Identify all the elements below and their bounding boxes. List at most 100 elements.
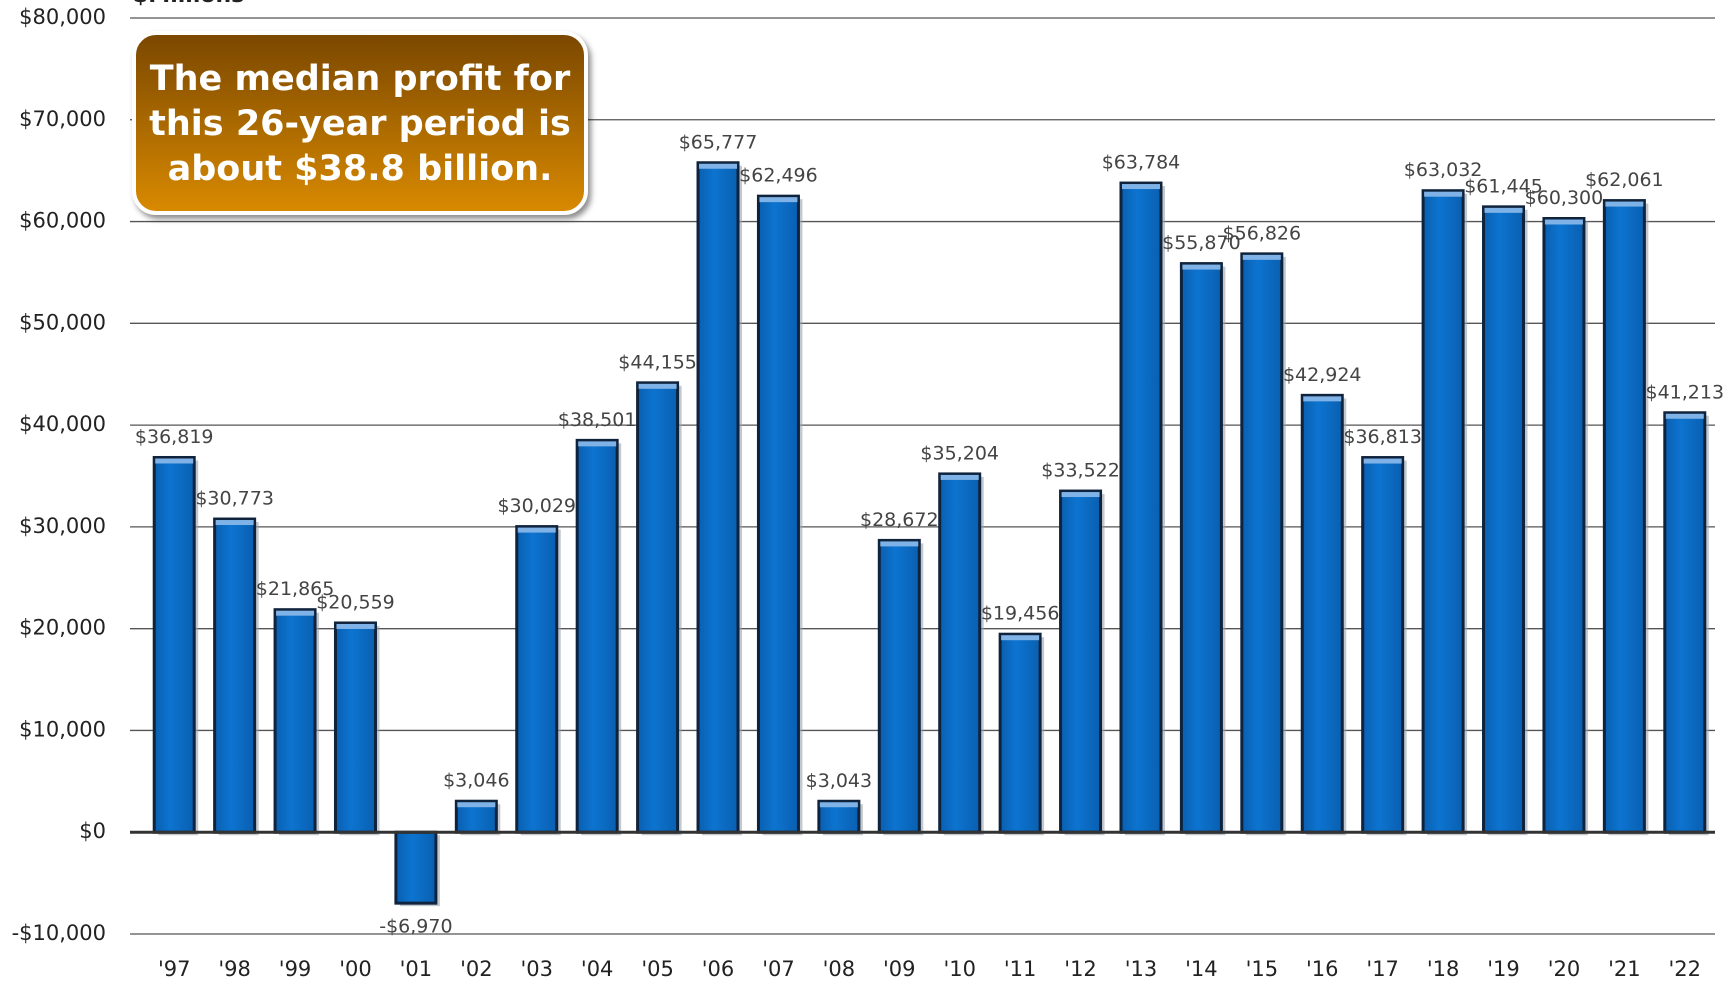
value-label: $63,032 — [1404, 159, 1483, 181]
bar — [152, 455, 196, 834]
y-tick-label: $70,000 — [19, 107, 106, 131]
bars: $36,819 '97 $30,773 '98 $21,865 '99 $20,559 '00… — [130, 131, 1724, 981]
bar-cap — [638, 383, 677, 389]
bar — [1300, 393, 1344, 834]
y-tick-label: $0 — [79, 819, 106, 843]
x-tick-label: '07 — [762, 957, 795, 981]
value-label: $30,773 — [195, 488, 274, 510]
x-tick-label: '12 — [1064, 957, 1097, 981]
value-label: $3,046 — [443, 770, 509, 792]
bar — [333, 621, 377, 834]
x-tick-label: '02 — [460, 957, 493, 981]
x-tick-label: '11 — [1004, 957, 1037, 981]
bar — [877, 538, 921, 834]
x-tick-label: '21 — [1608, 957, 1641, 981]
bar — [1482, 205, 1526, 834]
value-label: $19,456 — [981, 603, 1060, 625]
x-tick-label: '99 — [279, 957, 312, 981]
bar-cap — [276, 610, 315, 616]
x-tick-label: '98 — [218, 957, 251, 981]
x-tick-label: '01 — [400, 957, 433, 981]
x-tick-label: '00 — [339, 957, 372, 981]
bar-cap — [1484, 207, 1523, 213]
bar-cap — [1605, 201, 1644, 207]
x-tick-label: '15 — [1246, 957, 1279, 981]
bar — [273, 608, 317, 834]
bar-cap — [1424, 191, 1463, 197]
y-tick-label: -$10,000 — [12, 921, 106, 945]
bar — [575, 438, 619, 834]
bar-cap — [517, 527, 556, 533]
bar — [696, 161, 740, 834]
bar — [394, 830, 438, 905]
bar-cap — [880, 541, 919, 547]
bar-cap — [215, 520, 254, 526]
value-label: $35,204 — [920, 442, 999, 464]
value-label: $62,496 — [739, 165, 818, 187]
y-axis-label: $Millions — [133, 0, 244, 8]
bar-cap — [819, 802, 858, 808]
value-label: $63,784 — [1102, 152, 1181, 174]
bar-cap — [1001, 635, 1040, 641]
value-label: $38,501 — [558, 409, 637, 431]
x-tick-label: '10 — [943, 957, 976, 981]
value-label: $60,300 — [1525, 187, 1604, 209]
value-label: $21,865 — [256, 578, 335, 600]
bar — [1542, 217, 1586, 834]
bar-cap — [1242, 254, 1281, 260]
y-tick-label: $80,000 — [19, 5, 106, 29]
x-tick-label: '22 — [1669, 957, 1702, 981]
annotation-text: about $38.8 billion. — [168, 149, 553, 189]
bar — [1361, 456, 1405, 834]
value-label: $33,522 — [1041, 460, 1120, 482]
y-tick-label: $40,000 — [19, 412, 106, 436]
value-label: $65,777 — [679, 131, 758, 153]
x-tick-label: '20 — [1548, 957, 1581, 981]
x-tick-label: '17 — [1366, 957, 1399, 981]
value-label: $20,559 — [316, 591, 395, 613]
x-tick-label: '09 — [883, 957, 916, 981]
value-label: $36,813 — [1343, 426, 1422, 448]
value-label: $42,924 — [1283, 364, 1362, 386]
bar-cap — [699, 163, 738, 169]
x-tick-label: '06 — [702, 957, 735, 981]
annotation-text: The median profit for — [150, 59, 571, 99]
value-label: $28,672 — [860, 509, 939, 531]
bar-cap — [336, 623, 375, 629]
annotation-box — [132, 31, 588, 215]
bar — [1602, 199, 1646, 834]
x-tick-label: '13 — [1125, 957, 1158, 981]
value-label: $30,029 — [497, 495, 576, 517]
bar-cap — [1363, 458, 1402, 464]
x-tick-label: '97 — [158, 957, 191, 981]
bar — [1179, 262, 1223, 834]
value-label: $61,445 — [1464, 175, 1543, 197]
x-tick-label: '04 — [581, 957, 614, 981]
bar-cap — [940, 474, 979, 480]
x-tick-label: '08 — [823, 957, 856, 981]
bar — [1663, 411, 1707, 834]
bar — [1421, 189, 1465, 834]
y-tick-label: $60,000 — [19, 209, 106, 233]
bar — [1059, 489, 1103, 834]
bar-cap — [457, 802, 496, 808]
bar — [938, 472, 982, 834]
bar — [756, 194, 800, 834]
bar-cap — [1182, 264, 1221, 270]
bar — [213, 517, 257, 834]
bar-cap — [1121, 184, 1160, 190]
y-tick-label: $50,000 — [19, 310, 106, 334]
x-tick-label: '14 — [1185, 957, 1218, 981]
value-label: $62,061 — [1585, 169, 1664, 191]
value-label: $41,213 — [1645, 381, 1724, 403]
bar — [1240, 252, 1284, 834]
bar-cap — [759, 197, 798, 203]
bar-cap — [1665, 413, 1704, 419]
x-tick-label: '18 — [1427, 957, 1460, 981]
y-tick-label: $20,000 — [19, 616, 106, 640]
bar-cap — [1544, 219, 1583, 225]
x-tick-label: '05 — [641, 957, 674, 981]
bar-cap — [1061, 492, 1100, 498]
bar-cap — [155, 458, 194, 464]
